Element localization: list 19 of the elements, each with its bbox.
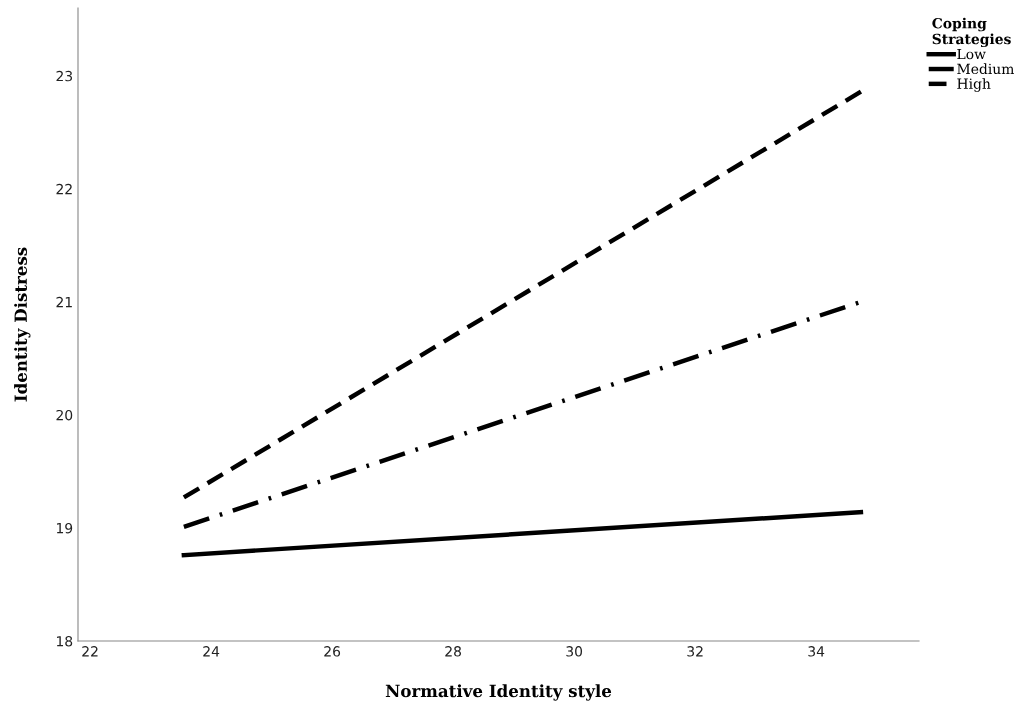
- legend-label: High: [957, 78, 991, 92]
- legend-label: Low: [957, 48, 986, 60]
- y-tick-label: 19: [56, 522, 73, 534]
- x-tick-label: 22: [82, 646, 98, 657]
- x-tick-label: 28: [445, 646, 462, 657]
- y-tick-label: 23: [56, 70, 73, 82]
- x-tick-label: 26: [324, 646, 341, 657]
- y-tick-label: 20: [56, 409, 73, 421]
- x-axis-title: Normative Identity style: [385, 684, 612, 701]
- y-axis-title: Identity Distress: [14, 247, 31, 402]
- y-tick-label: 22: [56, 183, 72, 195]
- x-tick-label: 24: [203, 646, 220, 657]
- legend-title: Coping Strategies: [932, 17, 1011, 48]
- y-tick-label: 21: [56, 296, 72, 308]
- y-tick-label: 18: [56, 635, 73, 647]
- legend-label: Medium: [957, 63, 1015, 75]
- x-tick-label: 30: [566, 646, 583, 657]
- x-tick-label: 34: [808, 646, 825, 657]
- x-tick-label: 32: [687, 646, 703, 657]
